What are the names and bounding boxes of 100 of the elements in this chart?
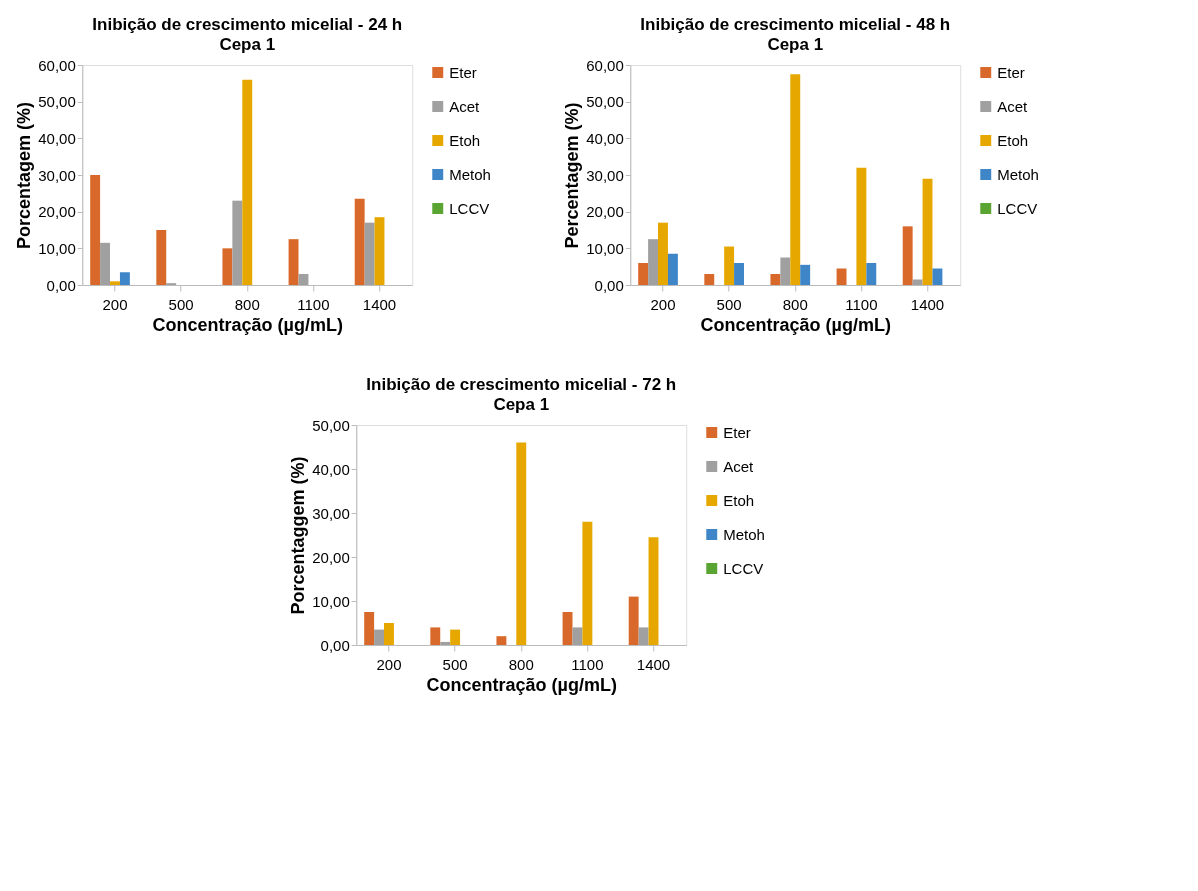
- y-tick-label: 50,00: [586, 93, 624, 111]
- bar: [638, 263, 649, 285]
- bar: [582, 521, 593, 645]
- y-tick-label: 10,00: [586, 239, 624, 257]
- x-tick-label: 800: [508, 655, 534, 673]
- bar: [90, 175, 101, 285]
- y-axis-title: Porcentagem (%): [14, 101, 35, 250]
- bar: [298, 274, 309, 285]
- x-axis-title: Concentração (µg/mL): [700, 314, 891, 335]
- y-tick-label: 30,00: [38, 166, 76, 184]
- bar: [800, 264, 811, 285]
- x-tick-label: 1400: [636, 655, 671, 673]
- bar: [440, 641, 451, 645]
- y-tick-label: 10,00: [312, 592, 350, 610]
- x-axis-title: Concentração (µg/mL): [152, 314, 343, 335]
- x-tick-label: 1100: [571, 655, 604, 673]
- bar: [638, 627, 649, 645]
- x-tick-label: 1100: [845, 295, 878, 313]
- x-tick-label: 500: [442, 655, 468, 673]
- bar: [119, 272, 130, 285]
- y-tick-label: 40,00: [312, 460, 350, 478]
- bar: [704, 274, 715, 285]
- bar: [232, 200, 243, 285]
- bar: [902, 226, 913, 285]
- y-tick-label: 50,00: [38, 93, 76, 111]
- x-tick-label: 800: [782, 295, 808, 313]
- bar: [384, 623, 394, 645]
- legend-label: Metoh: [723, 525, 765, 543]
- x-tick-label: 500: [716, 295, 742, 313]
- y-tick-label: 20,00: [586, 203, 624, 221]
- x-tick-label: 1100: [297, 295, 330, 313]
- bar: [628, 596, 639, 645]
- bar: [242, 79, 253, 285]
- bar: [658, 222, 668, 285]
- bar: [156, 230, 167, 285]
- legend-label: LCCV: [449, 199, 490, 217]
- bar: [734, 263, 744, 285]
- y-tick-label: 60,00: [38, 56, 76, 74]
- x-tick-label: 200: [650, 295, 676, 313]
- bar: [790, 74, 801, 285]
- bar: [364, 612, 375, 645]
- bar: [648, 537, 659, 645]
- bar: [770, 274, 781, 285]
- legend-label: Metoh: [997, 165, 1039, 183]
- legend-label: Acet: [997, 97, 1029, 115]
- chart-title: Inibição de crescimento micelial - 72 h: [366, 375, 677, 394]
- y-tick-label: 0,00: [594, 276, 624, 294]
- legend-label: Eter: [449, 63, 477, 81]
- bar: [780, 257, 791, 285]
- legend-label: Etoh: [997, 131, 1029, 149]
- y-tick-label: 10,00: [38, 239, 76, 257]
- bar: [450, 629, 461, 645]
- y-axis-title: Porcentaggem (%): [288, 456, 309, 615]
- bar: [724, 246, 735, 285]
- bar: [100, 242, 111, 285]
- legend-label: LCCV: [997, 199, 1038, 217]
- legend-label: LCCV: [723, 559, 764, 577]
- bar: [430, 627, 441, 645]
- x-tick-label: 500: [168, 295, 194, 313]
- x-tick-label: 1400: [910, 295, 945, 313]
- bar: [364, 222, 375, 285]
- bar: [222, 248, 233, 285]
- bar: [648, 239, 659, 285]
- bar: [374, 217, 385, 285]
- chart-subtitle: Cepa 1: [219, 35, 276, 54]
- y-tick-label: 30,00: [312, 504, 350, 522]
- chart-title: Inibição de crescimento micelial - 24 h: [92, 15, 403, 34]
- legend-label: Eter: [723, 423, 751, 441]
- bar: [667, 253, 678, 285]
- bar: [572, 627, 583, 645]
- bar: [922, 178, 933, 285]
- legend-label: Acet: [449, 97, 481, 115]
- x-tick-label: 1400: [362, 295, 397, 313]
- y-tick-label: 50,00: [312, 416, 350, 434]
- bar: [496, 636, 507, 645]
- y-axis-title: Percentagem (%): [562, 102, 583, 249]
- y-tick-label: 20,00: [312, 548, 350, 566]
- legend-label: Etoh: [449, 131, 481, 149]
- legend-label: Eter: [997, 63, 1025, 81]
- bar: [932, 268, 943, 285]
- y-tick-label: 0,00: [46, 276, 76, 294]
- x-tick-label: 200: [102, 295, 128, 313]
- x-tick-label: 800: [234, 295, 260, 313]
- bar: [288, 239, 299, 285]
- y-tick-label: 60,00: [586, 56, 624, 74]
- legend-label: Metoh: [449, 165, 491, 183]
- y-tick-label: 30,00: [586, 166, 624, 184]
- bar: [912, 279, 923, 285]
- bar: [110, 281, 120, 285]
- y-tick-label: 0,00: [320, 636, 350, 654]
- legend-label: Etoh: [723, 491, 755, 509]
- y-tick-label: 40,00: [586, 129, 624, 147]
- bar: [354, 198, 365, 285]
- bar: [836, 268, 847, 285]
- x-tick-label: 200: [376, 655, 402, 673]
- chart-subtitle: Cepa 1: [493, 395, 550, 414]
- bar: [856, 167, 867, 285]
- y-tick-label: 40,00: [38, 129, 76, 147]
- chart-subtitle: Cepa 1: [767, 35, 824, 54]
- bar: [374, 629, 385, 645]
